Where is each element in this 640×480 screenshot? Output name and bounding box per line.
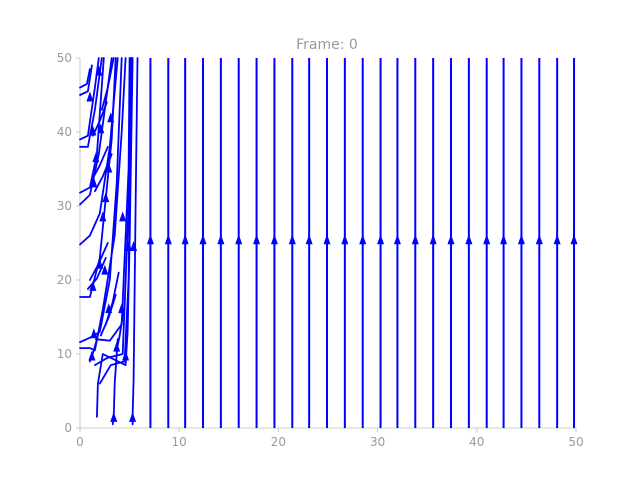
streamline [91, 145, 109, 181]
streamline [111, 338, 119, 426]
streamline-arrow [105, 162, 113, 173]
streamline-arrow [517, 234, 525, 245]
streamline-arrow [570, 234, 578, 245]
streamline-arrow [341, 234, 349, 245]
streamline [100, 57, 115, 111]
y-tick-label: 0 [64, 421, 72, 435]
streamline-arrow [217, 234, 225, 245]
streamline-arrow [199, 234, 207, 245]
x-tick-label: 50 [568, 435, 583, 449]
streamline-arrow [253, 234, 261, 245]
streamline-arrow [411, 234, 419, 245]
streamline-arrow [447, 234, 455, 245]
streamline-arrow [130, 240, 138, 251]
y-tick-label: 50 [57, 51, 72, 65]
y-tick-label: 30 [57, 199, 72, 213]
streamline-arrow [393, 234, 401, 245]
streamline [79, 57, 127, 352]
streamline-arrow [90, 328, 98, 339]
streamline [98, 57, 133, 385]
streamline-arrow [86, 91, 94, 102]
streamline [131, 57, 139, 426]
streamline [79, 57, 103, 148]
streamline-arrow [119, 211, 127, 222]
streamline-arrow [305, 234, 313, 245]
ticks-layer: 0 10 20 30 40 50 0 10 20 30 40 50 [57, 51, 584, 449]
streamline-arrow [88, 350, 96, 361]
streamline-arrow [92, 152, 100, 163]
streamline-arrow [101, 264, 109, 275]
x-tick-label: 40 [469, 435, 484, 449]
y-tick-label: 40 [57, 125, 72, 139]
streamline-arrow [323, 234, 331, 245]
streamline [92, 101, 108, 137]
streamline-arrow [102, 192, 110, 203]
streamline-arrow [270, 234, 278, 245]
streamline [99, 293, 117, 337]
streamline-arrow [465, 234, 473, 245]
streamline [79, 64, 93, 96]
x-tick-label: 0 [76, 435, 84, 449]
streamline-arrow [500, 234, 508, 245]
streamline-arrow [118, 303, 126, 314]
streamline-arrow [553, 234, 561, 245]
streamline-arrow [288, 234, 296, 245]
streamline-arrow [129, 411, 137, 422]
streamline-arrow [99, 211, 107, 222]
x-tick-label: 10 [172, 435, 187, 449]
streamline [94, 153, 113, 193]
streamline-arrow [89, 280, 97, 291]
streamline-arrow [97, 123, 105, 134]
x-tick-label: 20 [271, 435, 286, 449]
streamline-arrow [164, 234, 172, 245]
chart-title: Frame: 0 [296, 37, 358, 53]
streamline-arrow [359, 234, 367, 245]
streamline [79, 68, 91, 89]
streamline [79, 57, 123, 344]
streamline-arrow [235, 234, 243, 245]
y-tick-label: 20 [57, 273, 72, 287]
streamline-arrow [95, 65, 103, 76]
streamline-arrow [89, 125, 97, 136]
streamline-arrow [125, 240, 133, 251]
streamline-arrow [107, 112, 115, 123]
streamline [87, 256, 107, 290]
streamline [79, 57, 105, 194]
streamline-arrow [90, 177, 98, 188]
arrows-layer [86, 65, 578, 422]
streamline-arrow [429, 234, 437, 245]
streamline-arrow [110, 411, 118, 422]
streamline-arrow [113, 341, 121, 352]
y-tick-label: 10 [57, 347, 72, 361]
x-tick-label: 30 [370, 435, 385, 449]
streamline-arrow [122, 350, 130, 361]
streamline-arrow [377, 234, 385, 245]
streamline-arrow [483, 234, 491, 245]
streamline-arrow [535, 234, 543, 245]
streamline-arrow [146, 234, 154, 245]
streamline-arrow [181, 234, 189, 245]
streamline-arrow [105, 303, 113, 314]
streamline-arrow [96, 258, 104, 269]
